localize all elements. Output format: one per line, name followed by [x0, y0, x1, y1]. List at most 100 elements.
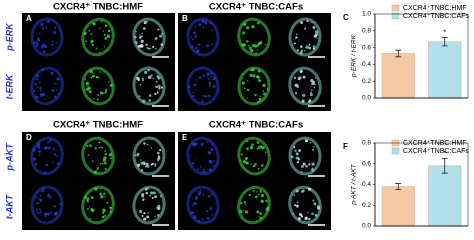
speckle	[196, 49, 200, 53]
speckle	[312, 47, 316, 50]
legend-swatch	[391, 12, 400, 20]
speckle	[87, 153, 90, 156]
speckle	[84, 89, 86, 91]
speckle	[158, 87, 161, 90]
speckle	[102, 208, 106, 212]
cell-glow	[30, 185, 64, 225]
speckle	[210, 148, 214, 152]
speckle	[145, 43, 148, 47]
speckle	[99, 171, 101, 173]
error-bar	[441, 158, 448, 174]
speckle	[211, 29, 214, 31]
speckle	[213, 160, 216, 162]
speckle	[297, 217, 301, 221]
speckle	[154, 37, 158, 40]
speckle	[150, 74, 153, 77]
speckle	[202, 74, 206, 78]
speckle	[208, 84, 212, 87]
cell-glow	[237, 136, 271, 176]
speckle	[46, 212, 50, 216]
cell-glow	[288, 17, 322, 57]
cell-glow	[288, 66, 322, 106]
speckle	[45, 146, 48, 150]
speckle	[90, 76, 93, 79]
speckle	[88, 90, 92, 94]
speckle	[89, 69, 93, 73]
speckle	[59, 29, 61, 32]
speckle	[295, 33, 298, 36]
speckle	[51, 43, 54, 46]
speckle	[104, 167, 107, 171]
speckle	[35, 83, 37, 86]
speckle	[158, 155, 160, 158]
speckle	[101, 215, 105, 219]
speckle	[150, 147, 153, 149]
speckle	[296, 49, 300, 52]
speckle	[94, 147, 97, 150]
speckle	[250, 49, 254, 53]
speckle	[198, 23, 202, 27]
speckle	[192, 91, 195, 94]
speckle	[146, 215, 149, 219]
speckle	[148, 99, 152, 102]
row-label: t-AKT	[4, 193, 14, 219]
speckle	[39, 199, 43, 202]
speckle	[143, 142, 146, 145]
speckle	[109, 210, 113, 213]
speckle	[198, 20, 200, 22]
speckle	[215, 211, 217, 213]
speckle	[317, 37, 319, 40]
speckle	[245, 161, 249, 165]
speckle	[209, 71, 213, 75]
speckle	[191, 205, 194, 207]
speckle	[250, 146, 253, 148]
cell-glow	[81, 66, 115, 106]
speckle	[256, 141, 260, 144]
speckle	[294, 204, 297, 207]
speckle	[207, 94, 211, 98]
speckle	[308, 43, 311, 46]
speckle	[34, 162, 38, 166]
speckle	[193, 83, 197, 87]
speckle	[259, 95, 261, 97]
speckle	[313, 86, 316, 89]
speckle	[135, 31, 137, 33]
speckle	[86, 144, 89, 147]
error-bar	[395, 49, 402, 58]
speckle	[300, 164, 304, 168]
speckle	[93, 170, 98, 174]
speckle	[104, 214, 107, 217]
speckle	[148, 75, 152, 79]
speckle	[37, 212, 40, 215]
speckle	[109, 206, 112, 209]
speckle	[38, 32, 41, 35]
speckle	[211, 193, 214, 196]
speckle	[206, 44, 209, 48]
speckle	[32, 149, 36, 153]
speckle	[255, 52, 257, 55]
speckle	[151, 162, 155, 165]
speckle	[311, 21, 313, 24]
speckle	[295, 92, 298, 95]
speckle	[108, 153, 113, 157]
speckle	[308, 46, 312, 50]
speckle	[252, 164, 256, 168]
speckle	[52, 148, 55, 151]
speckle	[311, 168, 315, 172]
speckle	[104, 92, 106, 94]
speckle	[196, 210, 198, 212]
speckle	[207, 77, 210, 80]
speckle	[102, 158, 106, 162]
speckle	[157, 92, 159, 94]
speckle	[155, 80, 158, 83]
cell-glow	[132, 185, 166, 225]
speckle	[264, 151, 267, 154]
speckle	[257, 167, 260, 170]
y-tick-label: 0.6	[362, 160, 371, 167]
speckle	[139, 209, 143, 214]
speckle	[51, 161, 54, 164]
speckle	[264, 44, 267, 46]
speckle	[41, 27, 45, 30]
row-label: t-ERK	[4, 73, 14, 99]
panel-title: CXCR4⁺ TNBC:CAFs	[209, 2, 303, 13]
